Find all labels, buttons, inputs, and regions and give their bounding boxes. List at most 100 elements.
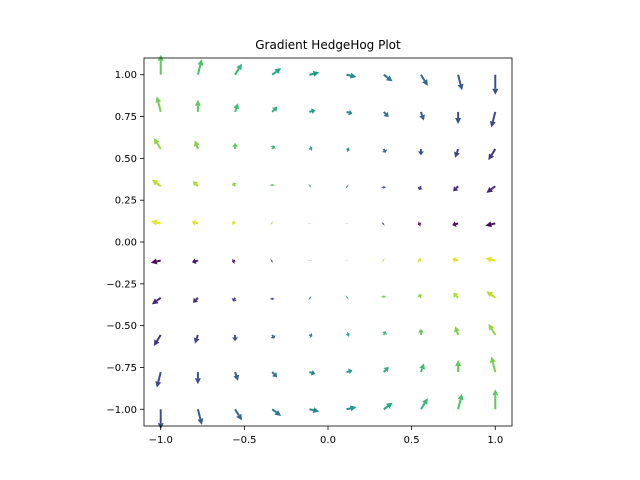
quiver-arrow bbox=[417, 221, 422, 227]
quiver-arrow bbox=[271, 68, 282, 76]
arrow-head bbox=[417, 221, 421, 227]
arrow-shaft bbox=[195, 145, 199, 150]
quiver-arrow bbox=[232, 334, 239, 342]
arrow-head bbox=[191, 219, 197, 226]
arrow-shaft bbox=[455, 331, 460, 336]
quiver-arrow bbox=[488, 323, 497, 336]
quiver-arrow bbox=[232, 142, 239, 150]
arrow-head bbox=[153, 137, 160, 145]
arrow-head bbox=[270, 145, 276, 149]
arrow-shaft bbox=[195, 221, 199, 225]
arrow-head bbox=[452, 221, 457, 227]
x-tick-label: 0.0 bbox=[320, 435, 336, 446]
arrow-shaft bbox=[195, 297, 199, 301]
arrow-head bbox=[386, 75, 393, 82]
quiver-arrow bbox=[457, 74, 464, 91]
arrow-shaft bbox=[271, 109, 275, 113]
arrow-head bbox=[155, 381, 162, 388]
arrow-shaft bbox=[383, 405, 389, 411]
arrow-head bbox=[233, 374, 240, 381]
quiver-arrow bbox=[151, 296, 162, 305]
quiver-arrow bbox=[270, 258, 274, 264]
quiver-arrow bbox=[192, 181, 199, 187]
arrow-shaft bbox=[490, 185, 496, 191]
arrow-shaft bbox=[156, 142, 162, 150]
arrow-shaft bbox=[233, 184, 236, 187]
arrow-shaft bbox=[271, 147, 274, 150]
arrow-shaft bbox=[156, 259, 161, 263]
quiver-arrow bbox=[455, 360, 462, 373]
arrow-head bbox=[419, 363, 425, 370]
arrow-shaft bbox=[195, 259, 199, 263]
quiver-arrow bbox=[457, 393, 464, 410]
y-tick-label: −0.50 bbox=[106, 321, 137, 332]
quiver-arrows bbox=[150, 54, 499, 430]
arrow-head bbox=[345, 184, 349, 189]
arrow-shaft bbox=[457, 399, 462, 410]
quiver-arrow bbox=[155, 371, 162, 388]
y-tick-label: 1.00 bbox=[115, 70, 137, 81]
quiver-arrow bbox=[232, 258, 236, 264]
quiver-arrow bbox=[381, 148, 388, 153]
y-tick-label: 0.50 bbox=[115, 154, 137, 165]
arrow-head bbox=[232, 258, 236, 264]
quiver-arrow bbox=[231, 297, 237, 302]
arrow-shaft bbox=[156, 334, 162, 342]
arrow-head bbox=[309, 332, 313, 339]
arrow-head bbox=[274, 68, 282, 75]
quiver-arrow bbox=[346, 331, 350, 338]
arrow-head bbox=[346, 146, 350, 153]
arrow-head bbox=[452, 257, 457, 263]
quiver-arrow bbox=[271, 408, 282, 416]
quiver-arrow bbox=[452, 257, 459, 263]
arrow-shaft bbox=[234, 408, 240, 416]
quiver-arrow bbox=[345, 184, 349, 189]
quiver-arrow bbox=[196, 409, 204, 425]
arrow-shaft bbox=[157, 371, 162, 383]
arrow-head bbox=[349, 72, 357, 79]
quiver-arrow bbox=[346, 405, 357, 412]
quiver-arrow bbox=[488, 148, 497, 161]
arrow-shaft bbox=[420, 402, 426, 410]
arrow-head bbox=[422, 79, 428, 86]
arrow-head bbox=[151, 179, 159, 186]
arrow-head bbox=[231, 297, 237, 302]
arrow-head bbox=[309, 145, 313, 152]
arrow-shaft bbox=[233, 297, 236, 300]
quiver-arrow bbox=[234, 63, 242, 76]
arrow-head bbox=[194, 99, 201, 106]
arrow-head bbox=[383, 111, 389, 118]
arrow-head bbox=[348, 368, 353, 375]
arrow-head bbox=[492, 389, 499, 396]
arrow-head bbox=[232, 142, 239, 147]
arrow-head bbox=[380, 295, 387, 297]
quiver-arrow bbox=[417, 328, 424, 335]
arrow-head bbox=[488, 323, 495, 331]
arrow-shaft bbox=[491, 258, 496, 262]
quiver-arrow bbox=[270, 220, 274, 226]
arrow-shaft bbox=[156, 221, 161, 225]
arrow-shaft bbox=[234, 371, 238, 376]
arrow-head bbox=[193, 140, 200, 147]
quiver-arrow bbox=[233, 103, 240, 113]
arrow-shaft bbox=[271, 408, 277, 414]
y-tick-label: 0.25 bbox=[115, 196, 137, 207]
quiver-arrow bbox=[153, 334, 162, 347]
arrow-head bbox=[417, 257, 421, 263]
quiver-arrow bbox=[232, 220, 236, 226]
arrow-head bbox=[232, 337, 239, 342]
arrow-head bbox=[308, 183, 312, 189]
quiver-arrow bbox=[151, 179, 162, 188]
arrow-head bbox=[419, 114, 425, 121]
arrow-shaft bbox=[309, 110, 313, 113]
quiver-arrow bbox=[453, 185, 459, 192]
y-tick-label: −0.75 bbox=[106, 363, 137, 374]
quiver-arrow bbox=[193, 140, 200, 150]
arrow-head bbox=[386, 402, 393, 409]
arrow-shaft bbox=[455, 148, 460, 153]
arrow-head bbox=[272, 106, 278, 112]
arrow-head bbox=[349, 405, 357, 412]
arrow-head bbox=[236, 63, 242, 71]
arrow-head bbox=[346, 331, 350, 338]
arrow-head bbox=[191, 258, 197, 265]
